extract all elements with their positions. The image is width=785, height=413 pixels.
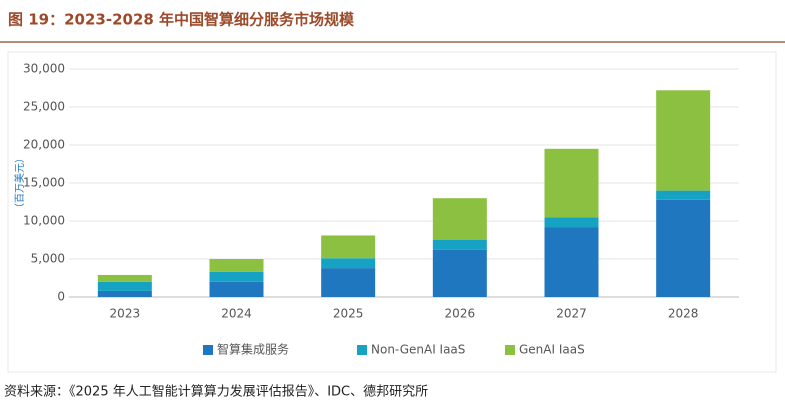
chart-title: 图 19：2023-2028 年中国智算细分服务市场规模 bbox=[8, 11, 355, 29]
bar-segment bbox=[321, 258, 376, 269]
x-tick-label: 2025 bbox=[333, 307, 364, 321]
source-note: 资料来源：《2025 年人工智能计算算力发展评估报告》、IDC、德邦研究所 bbox=[4, 384, 428, 400]
legend-label: Non-GenAI IaaS bbox=[371, 343, 465, 357]
bar-segment bbox=[209, 281, 264, 297]
bar-segment bbox=[97, 290, 152, 297]
x-tick-label: 2027 bbox=[556, 307, 587, 321]
bar-segment bbox=[656, 90, 711, 191]
bar-segment bbox=[321, 235, 376, 259]
bar-segment bbox=[209, 259, 264, 272]
bar-segment bbox=[321, 268, 376, 297]
x-tick-label: 2026 bbox=[445, 307, 476, 321]
y-tick-label: 20,000 bbox=[23, 138, 65, 152]
bar-segment bbox=[97, 274, 152, 282]
bar-segment bbox=[656, 199, 711, 297]
legend-swatch bbox=[357, 345, 367, 355]
chart-frame bbox=[7, 51, 777, 373]
y-tick-label: 10,000 bbox=[23, 214, 65, 228]
bar-segment bbox=[97, 281, 152, 291]
bar-segment bbox=[432, 198, 487, 240]
bar-segment bbox=[544, 217, 599, 228]
y-tick-label: 25,000 bbox=[23, 100, 65, 114]
x-tick-label: 2023 bbox=[110, 307, 141, 321]
y-tick-label: 15,000 bbox=[23, 176, 65, 190]
legend-label: 智算集成服务 bbox=[217, 342, 289, 357]
y-tick-label: 5,000 bbox=[31, 252, 65, 266]
x-tick-label: 2024 bbox=[221, 307, 252, 321]
bar-segment bbox=[656, 190, 711, 200]
y-axis-label: （百万美元） bbox=[13, 153, 26, 213]
bar-segment bbox=[432, 249, 487, 297]
y-tick-label: 0 bbox=[57, 290, 65, 304]
bar-segment bbox=[209, 271, 264, 282]
bar-segment bbox=[432, 240, 487, 250]
bar-segment bbox=[544, 148, 599, 218]
bar-segment bbox=[544, 227, 599, 297]
y-tick-label: 30,000 bbox=[23, 62, 65, 76]
legend-swatch bbox=[505, 345, 515, 355]
x-tick-label: 2028 bbox=[668, 307, 699, 321]
legend-label: GenAI IaaS bbox=[519, 343, 585, 357]
legend-swatch bbox=[203, 345, 213, 355]
